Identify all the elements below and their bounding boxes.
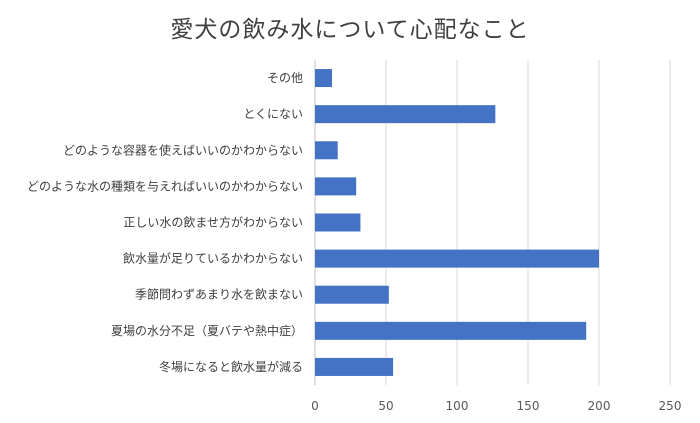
bar [315, 321, 587, 340]
bar [315, 105, 496, 124]
x-tick-label: 200 [588, 399, 611, 413]
bar [315, 285, 389, 304]
category-label: どのような水の種類を与えればいいのかわからない [27, 179, 303, 193]
chart-title: 愛犬の飲み水について心配なこと [170, 17, 530, 43]
bar [315, 141, 338, 160]
bar [315, 177, 357, 196]
category-label: 夏場の水分不足（夏バテや熱中症） [111, 323, 303, 338]
bar [315, 357, 394, 376]
category-label: 飲水量が足りているかわからない [123, 251, 303, 266]
category-label: どのような容器を使えばいいのかわからない [63, 142, 303, 157]
bar [315, 69, 333, 88]
category-label: 正しい水の飲ませ方がわからない [123, 215, 303, 230]
x-tick-label: 250 [659, 399, 682, 413]
x-tick-label: 100 [446, 399, 469, 413]
x-tick-label: 0 [311, 399, 319, 413]
category-label: 冬場になると飲水量が減る [159, 359, 303, 374]
category-label: 季節問わずあまり水を飲まない [135, 287, 303, 302]
bar [315, 213, 361, 232]
category-label: その他 [267, 71, 303, 85]
x-tick-label: 150 [517, 399, 540, 413]
category-label: とくにない [243, 107, 303, 121]
x-tick-label: 50 [378, 399, 393, 413]
bar [315, 249, 599, 268]
